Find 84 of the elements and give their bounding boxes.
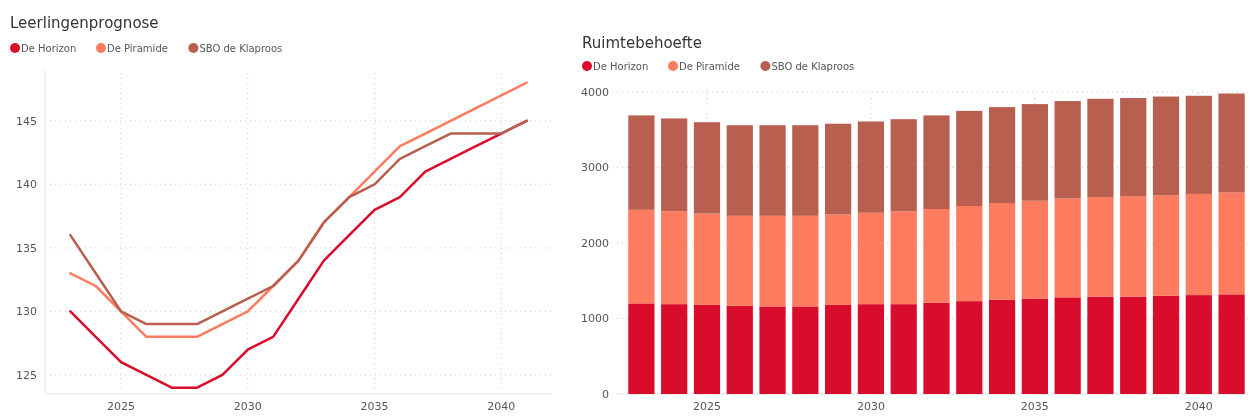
bar — [956, 110, 983, 207]
y-tick-label: 0 — [602, 387, 609, 401]
bar — [1120, 296, 1147, 394]
bar — [759, 215, 786, 307]
bar — [1218, 93, 1245, 193]
bar — [726, 305, 753, 394]
bar — [759, 125, 786, 216]
legend-label: SBO de Klaproos — [771, 61, 855, 72]
y-tick-label: 3000 — [581, 161, 609, 175]
bar — [956, 301, 983, 394]
x-tick-label: 2035 — [360, 400, 389, 413]
bar — [693, 213, 721, 305]
bar — [1054, 198, 1081, 298]
bar — [1021, 298, 1048, 394]
x-tick-label: 2030 — [233, 400, 262, 413]
bar — [988, 299, 1016, 394]
bar — [693, 122, 721, 214]
y-tick-label: 145 — [16, 114, 37, 128]
bar — [1218, 294, 1245, 394]
bar — [1087, 98, 1114, 197]
bar — [661, 304, 688, 394]
x-tick-label: 2025 — [107, 400, 136, 413]
bar — [628, 115, 655, 210]
bar — [1152, 195, 1180, 296]
bar — [1120, 196, 1147, 297]
bar — [890, 211, 917, 305]
bar — [1152, 96, 1180, 196]
x-tick-label: 2040 — [1184, 400, 1213, 413]
chart-title: Leerlingenprognose — [10, 14, 159, 32]
bar — [857, 121, 885, 213]
bar — [661, 211, 688, 305]
y-tick-label: 2000 — [581, 236, 609, 250]
legend-label: De Piramide — [679, 61, 740, 72]
bar — [890, 304, 917, 394]
bar — [792, 215, 819, 307]
bar — [1218, 192, 1245, 295]
bar — [1152, 295, 1180, 394]
bar — [923, 302, 950, 394]
bar — [628, 303, 655, 394]
bar — [857, 304, 885, 394]
bar — [890, 119, 917, 212]
bar — [726, 125, 753, 216]
bar — [825, 214, 852, 305]
line-series — [69, 119, 528, 326]
bar — [1087, 296, 1114, 394]
bar — [792, 306, 819, 394]
bar — [857, 212, 885, 305]
bar — [792, 125, 819, 216]
x-tick-label: 2025 — [692, 400, 721, 413]
bar — [923, 209, 950, 303]
bar — [726, 215, 753, 306]
bar — [661, 118, 688, 212]
bar — [1054, 297, 1081, 394]
bar — [956, 206, 983, 302]
legend-label: De Horizon — [593, 61, 649, 72]
bar — [825, 123, 852, 215]
bar — [1185, 295, 1212, 394]
bar — [825, 304, 852, 394]
x-tick-label: 2030 — [856, 400, 885, 413]
chart-title: Ruimtebehoefte — [582, 34, 702, 52]
x-tick-label: 2035 — [1020, 400, 1049, 413]
legend-label: De Horizon — [21, 43, 77, 54]
x-tick-label: 2040 — [487, 400, 516, 413]
legend-label: SBO de Klaproos — [199, 43, 283, 54]
bar — [988, 202, 1016, 300]
bar — [1087, 196, 1114, 297]
bar — [1185, 193, 1212, 296]
bar — [628, 209, 655, 304]
bar — [1021, 104, 1048, 201]
bar — [1120, 98, 1147, 197]
legend-label: De Piramide — [107, 43, 168, 54]
bar — [923, 115, 950, 210]
y-tick-label: 130 — [16, 305, 37, 319]
bar — [1021, 200, 1048, 299]
bar — [988, 107, 1016, 203]
y-tick-label: 1000 — [581, 312, 609, 326]
bar — [693, 304, 721, 394]
y-tick-label: 4000 — [581, 85, 609, 99]
y-tick-label: 140 — [16, 178, 37, 192]
y-tick-label: 135 — [16, 241, 37, 255]
y-tick-label: 125 — [16, 368, 37, 382]
bar — [1185, 95, 1212, 194]
bar — [1054, 101, 1081, 199]
bar — [759, 306, 786, 394]
